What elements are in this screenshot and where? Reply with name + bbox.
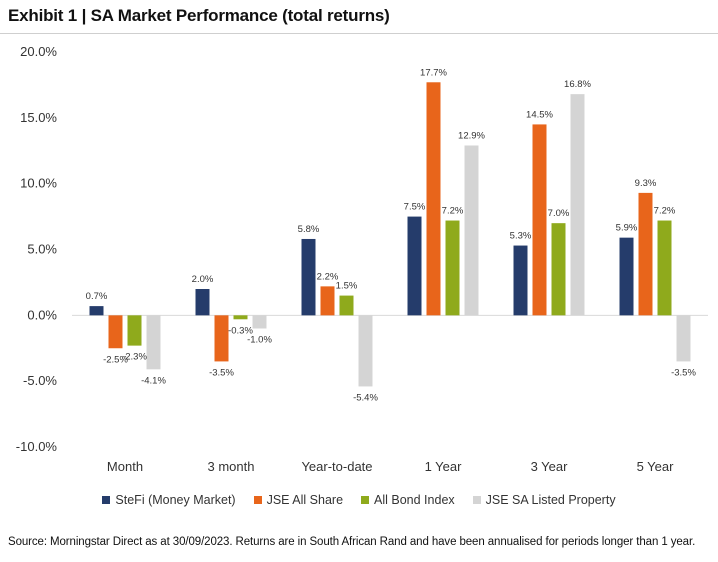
legend-label: JSE SA Listed Property	[485, 493, 616, 507]
x-tick-label: 5 Year	[637, 459, 675, 474]
bar	[108, 315, 123, 349]
x-tick-label: 3 Year	[531, 459, 569, 474]
bar-value-label: 7.5%	[404, 202, 426, 213]
legend-label: SteFi (Money Market)	[115, 493, 236, 507]
legend-item: All Bond Index	[361, 493, 455, 507]
chart-legend: SteFi (Money Market) JSE All Share All Bon…	[0, 493, 718, 507]
bar	[407, 216, 422, 316]
bar-value-label: 5.8%	[298, 224, 320, 235]
bar	[146, 315, 161, 370]
bar	[252, 315, 267, 329]
legend-item: JSE All Share	[253, 493, 344, 507]
bar-value-label: -2.3%	[122, 352, 147, 363]
bar-labels-group: 0.7% -2.5%-2.3% -4.1% 2.0% -3.5% -0.3%-1.0% 5.…	[86, 67, 697, 403]
bar-value-label: 9.3%	[635, 178, 657, 189]
legend-swatch	[472, 496, 481, 504]
legend-swatch	[361, 496, 370, 504]
bar	[127, 315, 142, 346]
x-tick-label: Month	[107, 459, 143, 474]
title-divider	[0, 33, 718, 34]
bar-value-label: 17.7%	[420, 67, 447, 78]
bar-value-label: 14.5%	[526, 109, 553, 120]
bar	[233, 315, 248, 320]
bar	[320, 286, 335, 316]
bar-value-label: 16.8%	[564, 79, 591, 90]
bar	[214, 315, 229, 362]
x-tick-label: 3 month	[208, 459, 255, 474]
legend-item: SteFi (Money Market)	[102, 493, 236, 507]
y-tick-label: 0.0%	[27, 307, 57, 322]
bar-value-label: -1.0%	[247, 335, 272, 346]
y-tick-label: 5.0%	[27, 242, 57, 257]
y-axis-ticks: 20.0% 15.0% 10.0% 5.0% 0.0% -5.0% -10.0%	[16, 44, 58, 454]
bars-group	[89, 82, 691, 387]
legend-label: JSE All Share	[266, 493, 344, 507]
x-tick-label: 1 Year	[425, 459, 463, 474]
bar	[657, 220, 672, 316]
bar	[339, 295, 354, 316]
bar-value-label: -2.5%	[103, 354, 128, 365]
bar-value-label: 7.2%	[654, 206, 676, 217]
y-tick-label: 15.0%	[20, 110, 57, 125]
bar	[445, 220, 460, 316]
bar-chart: 20.0% 15.0% 10.0% 5.0% 0.0% -5.0% -10.0% 0.7% -…	[16, 44, 708, 474]
bar	[89, 306, 104, 316]
bar-value-label: 1.5%	[336, 281, 358, 292]
bar	[676, 315, 691, 362]
legend-item: JSE SA Listed Property	[472, 493, 616, 507]
source-note: Source: Morningstar Direct as at 30/09/2…	[8, 536, 696, 548]
bar	[570, 94, 585, 316]
bar-value-label: -4.1%	[141, 375, 166, 386]
bar	[619, 237, 634, 316]
bar-value-label: -0.3%	[228, 325, 253, 336]
bar	[513, 245, 528, 316]
bar-value-label: 0.7%	[86, 291, 108, 302]
y-tick-label: -5.0%	[23, 373, 57, 388]
bar	[301, 238, 316, 316]
y-tick-label: -10.0%	[16, 439, 58, 454]
bar-value-label: 5.3%	[510, 231, 532, 242]
bar	[551, 223, 566, 316]
bar	[638, 192, 653, 316]
legend-swatch	[253, 496, 262, 504]
x-tick-label: Year-to-date	[301, 459, 372, 474]
bar-value-label: -3.5%	[209, 367, 234, 378]
bar-value-label: -3.5%	[671, 367, 696, 378]
bar-value-label: 2.0%	[192, 274, 214, 285]
bar	[358, 315, 373, 387]
bar	[426, 82, 441, 316]
bar-value-label: 12.9%	[458, 130, 485, 141]
legend-label: All Bond Index	[374, 493, 455, 507]
x-axis-labels: Month 3 month Year-to-date 1 Year 3 Year 5 Ye…	[107, 459, 674, 474]
bar-value-label: 5.9%	[616, 223, 638, 234]
y-tick-label: 20.0%	[20, 44, 57, 59]
bar-value-label: 2.2%	[317, 271, 339, 282]
bar	[464, 145, 479, 316]
bar-value-label: 7.2%	[442, 206, 464, 217]
legend-swatch	[102, 496, 111, 504]
bar	[532, 124, 547, 316]
chart-title: Exhibit 1 | SA Market Performance (total…	[8, 6, 390, 25]
bar-value-label: -5.4%	[353, 392, 378, 403]
y-tick-label: 10.0%	[20, 176, 57, 191]
bar-value-label: 7.0%	[548, 208, 570, 219]
bar	[195, 289, 210, 316]
